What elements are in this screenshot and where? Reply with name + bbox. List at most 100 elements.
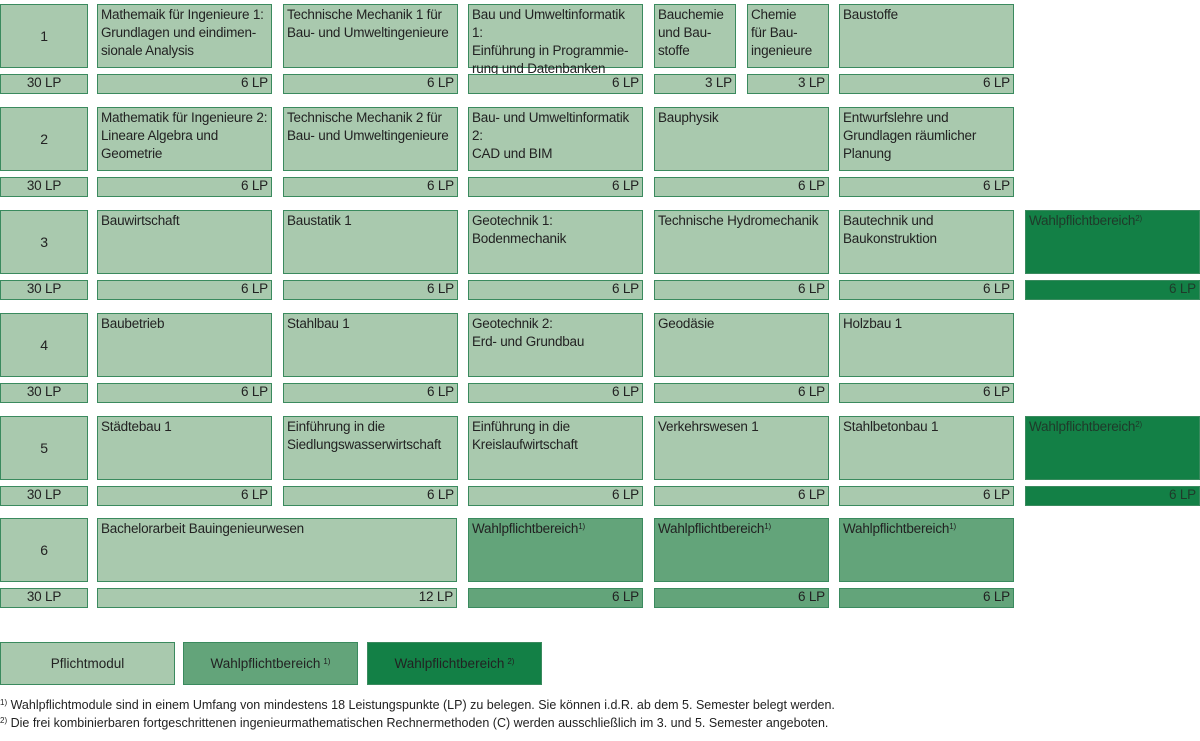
semester-total-lp: 30 LP — [0, 383, 88, 403]
module-box: Einführung in die Siedlungswasserwirtsch… — [283, 416, 458, 480]
module-box: Verkehrswesen 1 — [654, 416, 829, 480]
module-title: Geodäsie — [658, 316, 715, 331]
module-title: Mathematik für Ingenieure 2: Lineare Alg… — [101, 110, 268, 161]
semester-number-1: 1 — [0, 4, 88, 68]
module-box: Wahlpflichtbereich2) — [1025, 416, 1200, 480]
module-box: Wahlpflichtbereich1) — [839, 518, 1014, 582]
module-title: Geotechnik 2: Erd- und Grundbau — [472, 316, 585, 349]
footnote-text: Wahlpflichtmodule sind in einem Umfang v… — [7, 698, 835, 712]
module-title: Technische Mechanik 1 für Bau- und Umwel… — [287, 7, 449, 40]
legend-label: Wahlpflichtbereich — [394, 656, 505, 671]
semester-total-lp: 30 LP — [0, 588, 88, 608]
semester-number-3: 3 — [0, 210, 88, 274]
module-lp: 6 LP — [283, 177, 458, 197]
module-lp: 6 LP — [839, 383, 1014, 403]
module-lp: 6 LP — [839, 74, 1014, 94]
semester-total-lp: 30 LP — [0, 74, 88, 94]
footnote-marker: 1) — [578, 522, 585, 531]
semester-number-4: 4 — [0, 313, 88, 377]
footnote-1: 1) Wahlpflichtmodule sind in einem Umfan… — [0, 697, 835, 713]
module-lp: 6 LP — [468, 177, 643, 197]
module-lp: 6 LP — [654, 486, 829, 506]
module-lp: 6 LP — [97, 280, 272, 300]
module-title: Mathemaik für Ingenieure 1: Grundlagen u… — [101, 7, 264, 58]
module-box: Technische Mechanik 1 für Bau- und Umwel… — [283, 4, 458, 68]
module-lp: 6 LP — [468, 280, 643, 300]
module-box: Wahlpflichtbereich1) — [468, 518, 643, 582]
module-title: Geotechnik 1: Bodenmechanik — [472, 213, 567, 246]
module-lp: 6 LP — [97, 177, 272, 197]
module-box: Wahlpflichtbereich1) — [654, 518, 829, 582]
module-box: Baubetrieb — [97, 313, 272, 377]
module-lp: 6 LP — [97, 383, 272, 403]
module-box: Mathematik für Ingenieure 2: Lineare Alg… — [97, 107, 272, 171]
module-title: Holzbau 1 — [843, 316, 902, 331]
module-box: Holzbau 1 — [839, 313, 1014, 377]
module-title: Bau und Umweltinformatik 1: Einführung i… — [472, 7, 629, 76]
semester-total-lp: 30 LP — [0, 177, 88, 197]
module-box: Entwurfslehre und Grundlagen räumlicher … — [839, 107, 1014, 171]
module-title: Wahlpflichtbereich — [1029, 419, 1136, 434]
module-lp: 6 LP — [468, 383, 643, 403]
module-lp: 6 LP — [283, 383, 458, 403]
semester-number-2: 2 — [0, 107, 88, 171]
module-box: Bautechnik und Baukonstruktion — [839, 210, 1014, 274]
footnote-marker: 1) — [0, 698, 8, 707]
legend-label: Wahlpflichtbereich — [210, 656, 321, 671]
module-title: Baustatik 1 — [287, 213, 352, 228]
footnote-marker: 1) — [949, 522, 956, 531]
module-lp: 6 LP — [839, 486, 1014, 506]
module-lp: 3 LP — [747, 74, 829, 94]
module-title: Stahlbetonbau 1 — [843, 419, 939, 434]
module-lp: 6 LP — [654, 280, 829, 300]
footnote-marker: 1) — [323, 657, 331, 666]
module-title: Chemie für Bau- ingenieure — [751, 7, 813, 58]
footnote-marker: 2) — [1135, 420, 1142, 429]
footnote-marker: 2) — [1135, 214, 1142, 223]
legend-label: Pflichtmodul — [50, 656, 125, 671]
module-lp: 6 LP — [468, 588, 643, 608]
module-box: Technische Hydromechanik — [654, 210, 829, 274]
module-lp: 3 LP — [654, 74, 736, 94]
module-box: Bauwirtschaft — [97, 210, 272, 274]
module-box: Geotechnik 2: Erd- und Grundbau — [468, 313, 643, 377]
module-title: Baustoffe — [843, 7, 898, 22]
module-lp: 6 LP — [283, 486, 458, 506]
module-title: Verkehrswesen 1 — [658, 419, 759, 434]
footnote-2: 2) Die frei kombinierbaren fortgeschritt… — [0, 715, 828, 731]
module-box: Städtebau 1 — [97, 416, 272, 480]
legend-item-wahl1: Wahlpflichtbereich 1) — [183, 642, 358, 685]
module-lp: 6 LP — [654, 383, 829, 403]
module-title: Wahlpflichtbereich — [1029, 213, 1136, 228]
module-box: Stahlbetonbau 1 — [839, 416, 1014, 480]
module-box: Bachelorarbeit Bauingenieurwesen — [97, 518, 457, 582]
legend-item-wahl2: Wahlpflichtbereich 2) — [367, 642, 542, 685]
module-title: Städtebau 1 — [101, 419, 172, 434]
module-title: Technische Mechanik 2 für Bau- und Umwel… — [287, 110, 449, 143]
module-box: Stahlbau 1 — [283, 313, 458, 377]
legend-item-pflicht: Pflichtmodul — [0, 642, 175, 685]
module-title: Bachelorarbeit Bauingenieurwesen — [101, 521, 304, 536]
module-title: Bau- und Umweltinformatik 2: CAD und BIM — [472, 110, 630, 161]
semester-number-5: 5 — [0, 416, 88, 480]
module-title: Baubetrieb — [101, 316, 165, 331]
module-box: Baustoffe — [839, 4, 1014, 68]
module-lp: 6 LP — [654, 588, 829, 608]
semester-total-lp: 30 LP — [0, 486, 88, 506]
module-box: Technische Mechanik 2 für Bau- und Umwel… — [283, 107, 458, 171]
module-title: Technische Hydromechanik — [658, 213, 819, 228]
footnote-text: Die frei kombinierbaren fortgeschrittene… — [7, 716, 829, 730]
module-box: Geotechnik 1: Bodenmechanik — [468, 210, 643, 274]
module-lp: 6 LP — [283, 74, 458, 94]
module-title: Entwurfslehre und Grundlagen räumlicher … — [843, 110, 977, 161]
module-lp: 6 LP — [97, 74, 272, 94]
module-lp: 6 LP — [654, 177, 829, 197]
module-box: Einführung in die Kreislaufwirtschaft — [468, 416, 643, 480]
footnote-marker: 2) — [507, 657, 515, 666]
module-box: Chemie für Bau- ingenieure — [747, 4, 829, 68]
module-title: Bauchemie und Bau- stoffe — [658, 7, 724, 58]
module-lp: 12 LP — [97, 588, 457, 608]
module-title: Einführung in die Siedlungswasserwirtsch… — [287, 419, 442, 452]
module-lp: 6 LP — [839, 588, 1014, 608]
module-title: Einführung in die Kreislaufwirtschaft — [472, 419, 578, 452]
